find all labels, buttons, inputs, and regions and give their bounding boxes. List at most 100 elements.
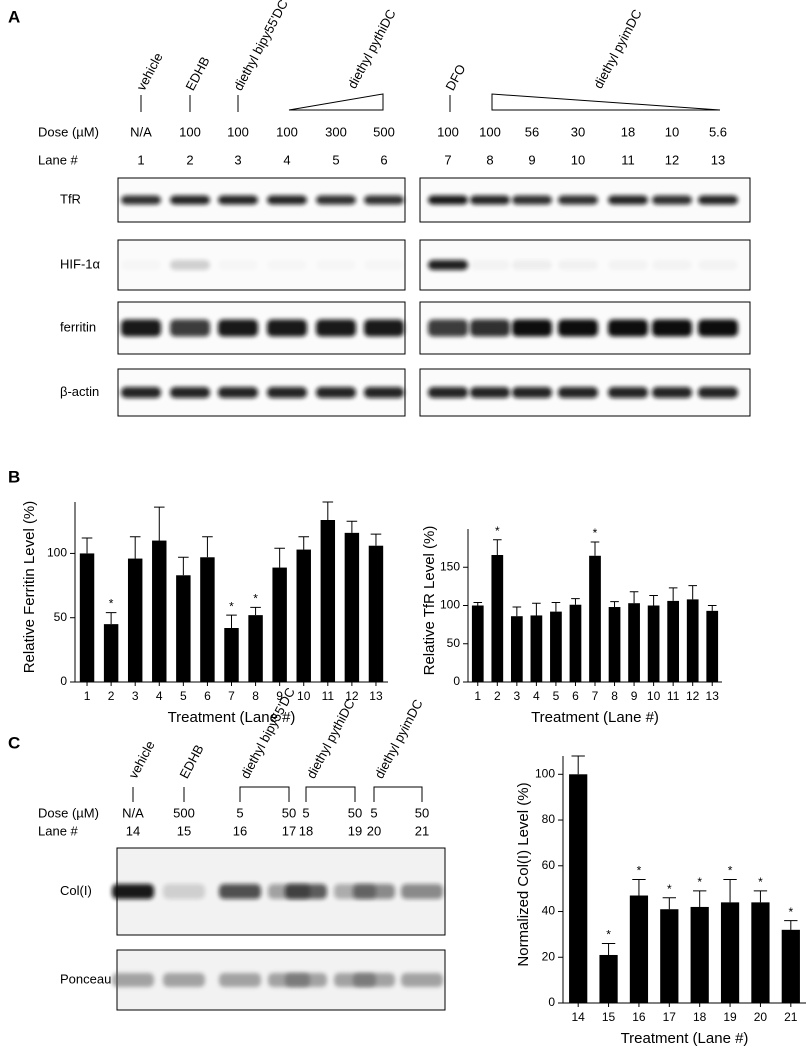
dose-value: N/A [130,124,152,139]
x-tick-label: 6 [204,689,211,703]
y-tick-label: 0 [453,674,460,688]
x-tick-label: 13 [369,689,383,703]
blot-band [163,884,205,899]
treatment-label: diethyl pyimDC [371,697,425,781]
bar [200,557,215,682]
bar [152,540,167,682]
blot-band [170,260,210,270]
significance-mark: * [109,597,114,611]
blot-band [470,260,510,270]
blot-band [608,260,648,270]
blot-band [470,195,510,205]
blot-band [652,319,692,337]
dose-value: 300 [325,124,347,139]
error-bar [629,591,639,604]
blot-label: TfR [60,191,81,206]
bar [720,902,740,1003]
error-bar [226,614,237,628]
bar [629,895,649,1003]
bar [589,555,601,682]
blot-band [608,319,648,337]
bar [569,774,588,1003]
blot-band [219,973,261,987]
treatment-label: diethyl pyimDC [590,7,644,91]
blot-band [218,195,258,205]
x-tick-label: 10 [297,689,311,703]
treatment-markers [140,93,721,112]
blot-band [512,260,552,270]
blot-band [364,195,404,205]
blot-band [170,319,210,337]
significance-mark: * [606,928,611,942]
bar [690,906,709,1003]
bar [471,605,484,682]
error-bar [473,601,483,606]
dose-value: 100 [179,124,201,139]
treatment-label: EDHB [176,742,206,781]
lane-number: 21 [415,823,429,838]
blot-label: ferritin [60,319,96,334]
bar [272,567,287,682]
bar [248,615,263,682]
lane-number: 8 [486,152,493,167]
x-tick-label: 16 [632,1010,646,1024]
error-bar [274,547,285,568]
blot-band [428,195,468,205]
blot-band [698,319,738,337]
treatment-label: EDHB [182,54,212,93]
blot-band [512,319,552,337]
blot-band [121,195,161,205]
bar [320,520,336,682]
dose-value: 500 [173,805,195,820]
x-tick-label: 4 [156,689,163,703]
dose-value: 100 [479,124,501,139]
lane-number: 16 [233,823,247,838]
blot-band [401,973,443,987]
blot-frame [117,368,406,417]
significance-mark: * [229,599,234,613]
dose-value: 5 [302,805,309,820]
treatment-label: diethyl bipy55'DC [237,685,298,781]
lane-number: 15 [177,823,191,838]
error-bar [707,605,717,611]
y-axis-title: Relative TfR Level (%) [421,526,438,676]
blot-frame [117,301,406,355]
blot-frame [117,239,406,291]
lane-number: 10 [571,152,585,167]
x-tick-label: 13 [706,689,720,703]
blot-band [267,319,307,337]
lane-label: Lane # [38,823,79,838]
treatment-label: diethyl pythiDC [344,7,398,91]
y-axis-title: Normalized Col(I) Level (%) [515,782,532,966]
blot-band [267,387,307,398]
blot-band [470,319,510,337]
error-bar [632,879,646,896]
y-axis-title: Relative Ferritin Level (%) [21,501,38,674]
x-tick-label: 5 [553,689,560,703]
blot-band [285,884,327,899]
bar [491,555,504,682]
error-bar [753,890,768,903]
bar [569,604,582,682]
bar [79,553,95,682]
blot-band [121,387,161,398]
lane-number: 5 [332,152,339,167]
bar [344,532,360,682]
blot-band [353,973,395,987]
x-tick-label: 1 [474,689,481,703]
dose-value: 5 [370,805,377,820]
y-tick-label: 100 [440,598,460,612]
lane-number: 7 [444,152,451,167]
x-tick-label: 7 [228,689,235,703]
dose-value: 500 [373,124,395,139]
blot-frame [117,177,406,223]
error-bar [178,556,189,576]
significance-mark: * [667,882,672,896]
error-bar [649,595,658,606]
error-bar [370,533,382,546]
blot-band [316,195,356,205]
lane-number: 9 [528,152,535,167]
x-tick-label: 17 [663,1010,677,1024]
x-tick-label: 3 [132,689,139,703]
error-bar [688,585,697,600]
